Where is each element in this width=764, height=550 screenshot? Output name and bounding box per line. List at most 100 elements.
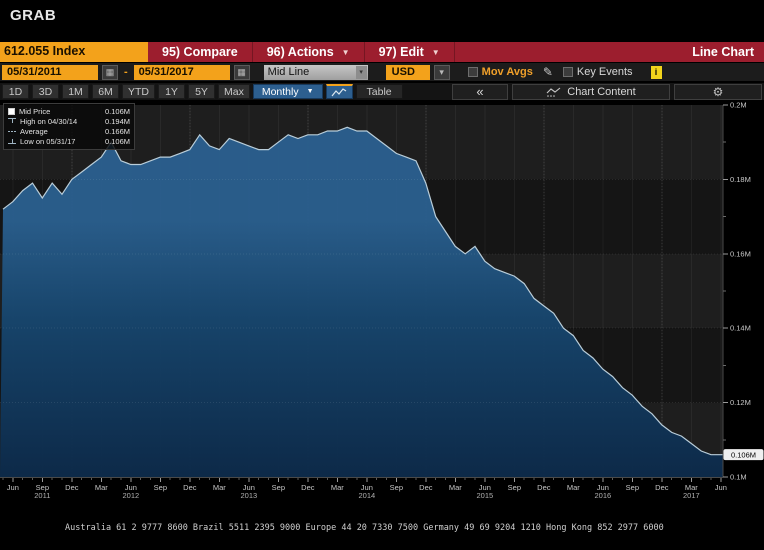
y-axis-label: 0.2M	[730, 101, 747, 110]
chevron-down-icon[interactable]: ▾	[433, 64, 450, 80]
x-axis-month-label: Jun	[479, 483, 491, 492]
settings-gear-button[interactable]: ⚙	[674, 83, 762, 100]
y-axis-label: 0.18M	[730, 175, 751, 184]
chevron-down-icon: ▼	[306, 88, 314, 95]
date-range-separator: -	[124, 66, 128, 78]
price-line	[2, 126, 723, 456]
x-axis-month-label: Mar	[685, 483, 698, 492]
x-axis-year-label: 2013	[240, 491, 257, 500]
edit-pencil-icon[interactable]: ✎	[542, 65, 553, 79]
x-axis-month-label: Sep	[154, 483, 167, 492]
calendar-icon[interactable]: ▦	[102, 64, 118, 80]
period-1y-button[interactable]: 1Y	[158, 84, 185, 99]
chart-content-icon	[546, 87, 561, 97]
series-marker-icon	[8, 107, 15, 115]
menu-bar: 612.055 Index 95) Compare 96) Actions ▼ …	[0, 42, 764, 62]
x-axis-month-label: Jun	[7, 483, 19, 492]
period-5y-button[interactable]: 5Y	[188, 84, 215, 99]
page-title: GRAB	[10, 7, 57, 24]
chart-settings-toolbar: 05/31/2011 ▦ - 05/31/2017 ▦ Mid Line ▾ U…	[0, 63, 764, 82]
x-axis-month-label: Sep	[390, 483, 403, 492]
x-axis-year-label: 2012	[122, 491, 139, 500]
average-marker-icon	[8, 127, 16, 135]
chevron-down-icon: ▼	[431, 47, 440, 57]
x-axis-month-label: Sep	[626, 483, 639, 492]
period-toolbar: 1D 3D 1M 6M YTD 1Y 5Y Max Monthly ▼ Tabl…	[0, 83, 764, 100]
low-marker-icon	[8, 137, 16, 145]
price-area	[0, 127, 723, 478]
key-events-label: Key Events	[576, 66, 633, 78]
mov-avgs-checkbox[interactable]	[467, 67, 478, 77]
line-chart-type-button[interactable]	[325, 84, 353, 99]
y-axis-label: 0.1M	[730, 473, 747, 482]
x-axis-year-label: 2015	[476, 491, 493, 500]
terminal-footer: Australia 61 2 9777 8600 Brazil 5511 239…	[0, 501, 764, 550]
x-axis-year-label: 2016	[594, 491, 611, 500]
currency-select[interactable]: USD	[385, 64, 430, 80]
x-axis-month-label: Dec	[419, 483, 433, 492]
x-axis-month-label: Mar	[213, 483, 226, 492]
y-axis-label: 0.16M	[730, 249, 751, 258]
chart-area[interactable]: 0.2M 0.18M 0.16M 0.14M 0.12M 0.1M Jun Sep 2011 De…	[0, 100, 764, 502]
chart-type-label: Line Chart	[692, 45, 754, 59]
x-axis-month-label: Mar	[567, 483, 580, 492]
x-axis-month-label: Mar	[95, 483, 108, 492]
period-1d-button[interactable]: 1D	[2, 84, 29, 99]
x-axis-month-label: Dec	[301, 483, 315, 492]
x-axis-month-label: Jun	[597, 483, 609, 492]
x-axis-year-label: 2014	[358, 491, 375, 500]
x-axis-month-label: Mar	[449, 483, 462, 492]
x-axis-month-label: Jun	[243, 483, 255, 492]
collapse-panel-button[interactable]: «	[452, 83, 508, 100]
svg-text:0.106M: 0.106M	[731, 450, 756, 459]
menu-actions[interactable]: 96) Actions ▼	[253, 42, 365, 62]
x-axis-month-label: Sep	[36, 483, 49, 492]
frequency-select[interactable]: Monthly ▼	[252, 84, 323, 99]
chevron-down-icon: ▾	[355, 65, 367, 79]
x-axis-month-label: Sep	[508, 483, 521, 492]
x-axis-month-label: Jun	[715, 483, 727, 492]
date-to-input[interactable]: 05/31/2017	[133, 64, 230, 80]
legend-high[interactable]: High on 04/30/14 0.194M	[8, 116, 130, 126]
legend-low[interactable]: Low on 05/31/17 0.106M	[8, 136, 130, 146]
x-axis-month-label: Dec	[655, 483, 669, 492]
y-axis-label: 0.14M	[730, 324, 751, 333]
x-axis-month-label: Dec	[183, 483, 197, 492]
period-ytd-button[interactable]: YTD	[122, 84, 155, 99]
gear-icon: ⚙	[712, 84, 724, 99]
menu-compare[interactable]: 95) Compare	[148, 42, 253, 62]
line-chart-icon	[331, 87, 347, 96]
security-field[interactable]: 612.055 Index	[0, 42, 148, 62]
chevron-down-icon: ▼	[341, 47, 350, 57]
calendar-icon[interactable]: ▦	[233, 64, 250, 80]
last-price-marker: 0.106M	[723, 449, 764, 461]
x-axis-month-label: Dec	[65, 483, 79, 492]
x-axis-year-label: 2017	[683, 491, 700, 500]
x-axis-month-label: Sep	[272, 483, 285, 492]
footer-phones-line1: Australia 61 2 9777 8600 Brazil 5511 239…	[65, 523, 664, 533]
high-marker-icon	[8, 117, 16, 125]
key-events-checkbox[interactable]	[562, 67, 573, 77]
info-icon[interactable]: i	[650, 65, 662, 79]
period-3d-button[interactable]: 3D	[32, 84, 59, 99]
table-button[interactable]: Table	[355, 84, 403, 99]
chart-content-button[interactable]: Chart Content	[512, 83, 670, 100]
x-axis-month-label: Mar	[331, 483, 344, 492]
x-axis-month-label: Jun	[361, 483, 373, 492]
chart-legend: Mid Price 0.106M High on 04/30/14 0.194M…	[3, 103, 135, 150]
period-max-button[interactable]: Max	[218, 84, 250, 99]
period-1m-button[interactable]: 1M	[62, 84, 89, 99]
x-axis-year-label: 2011	[34, 491, 50, 500]
x-axis-month-label: Dec	[537, 483, 551, 492]
y-axis-label: 0.12M	[730, 398, 751, 407]
x-axis-month-label: Jun	[125, 483, 137, 492]
legend-mid-price[interactable]: Mid Price 0.106M	[8, 106, 130, 116]
legend-average[interactable]: Average 0.166M	[8, 126, 130, 136]
period-6m-button[interactable]: 6M	[92, 84, 119, 99]
menu-edit[interactable]: 97) Edit ▼	[365, 42, 455, 62]
mov-avgs-label: Mov Avgs	[481, 66, 533, 78]
price-field-select[interactable]: Mid Line ▾	[263, 64, 368, 80]
date-from-input[interactable]: 05/31/2011	[2, 64, 98, 80]
